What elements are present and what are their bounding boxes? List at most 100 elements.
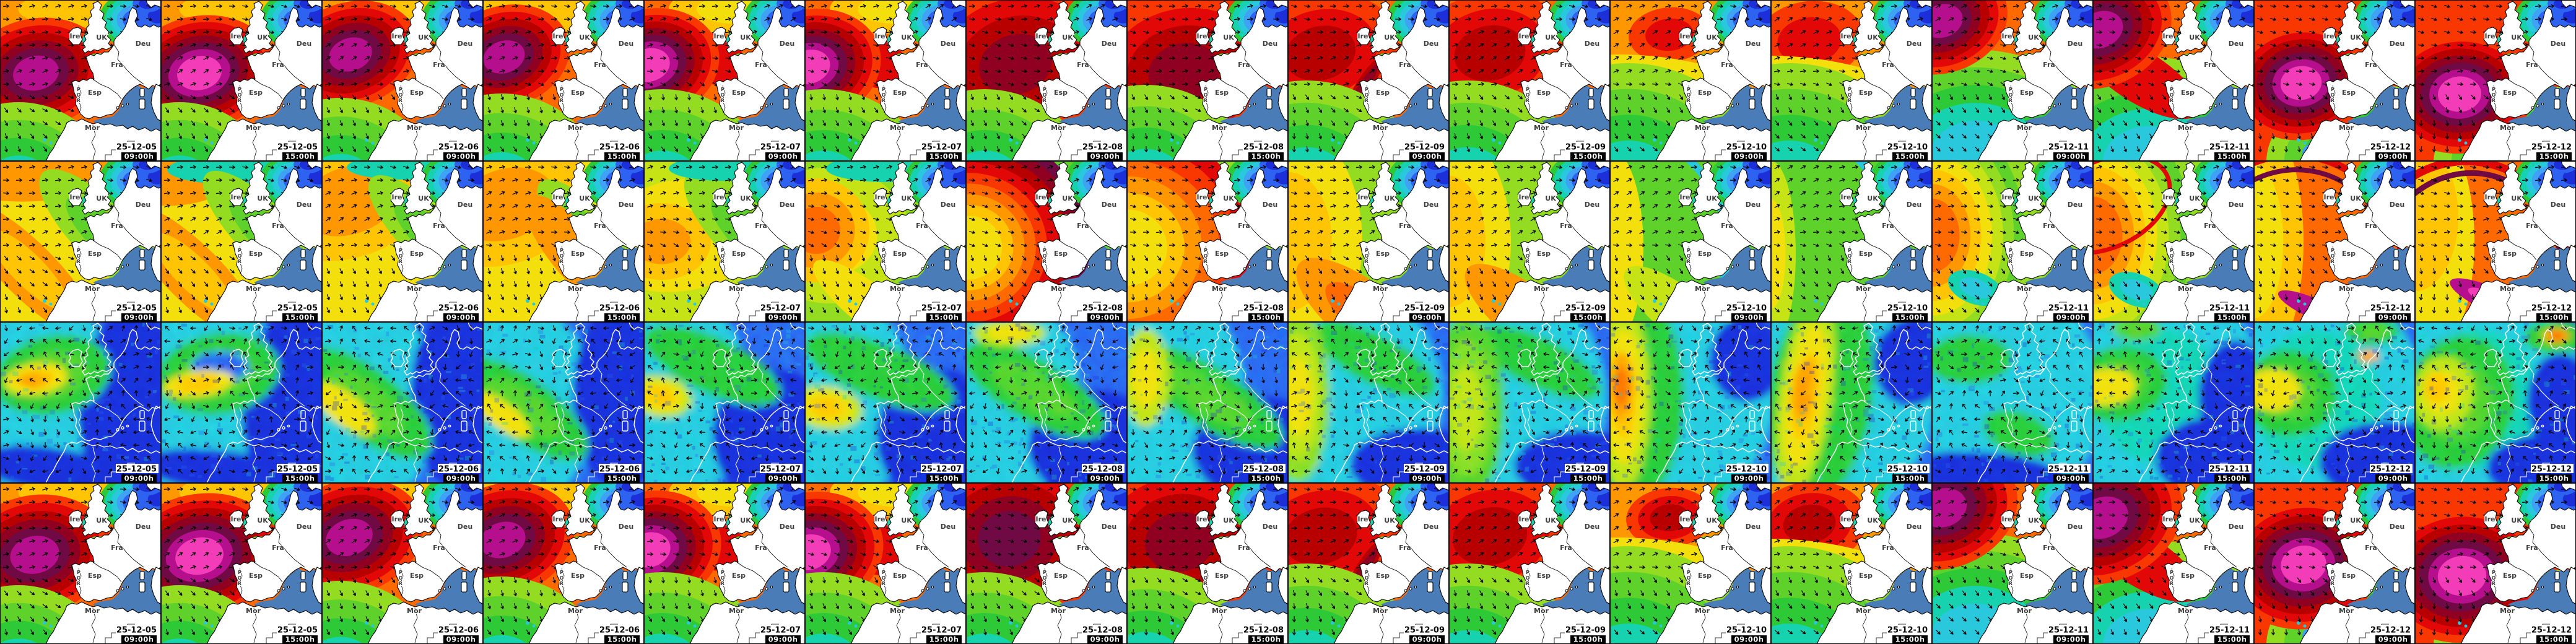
map-tile-swell-map-col12[interactable]: 25-12-11 09:00h bbox=[1932, 483, 2093, 644]
map-tile-wave-period-map-col3[interactable]: 25-12-06 15:00h bbox=[483, 161, 644, 322]
map-tile-wave-height-map-col12[interactable]: 25-12-11 09:00h bbox=[1932, 0, 2093, 161]
map-tile-wave-period-map-col0[interactable]: 25-12-05 09:00h bbox=[0, 161, 161, 322]
date-label: 25-12-06 bbox=[438, 304, 479, 313]
map-tile-wave-height-map-col15[interactable]: 25-12-12 15:00h bbox=[2415, 0, 2576, 161]
date-label: 25-12-06 bbox=[599, 626, 640, 635]
map-tile-wave-height-map-col1[interactable]: 25-12-05 15:00h bbox=[161, 0, 322, 161]
map-tile-wave-height-map-col4[interactable]: 25-12-07 09:00h bbox=[644, 0, 805, 161]
map-tile-swell-map-col1[interactable]: 25-12-05 15:00h bbox=[161, 483, 322, 644]
map-tile-wind-map-col11[interactable]: 25-12-10 15:00h bbox=[1771, 322, 1932, 483]
map-tile-swell-map-col15[interactable]: 25-12-12 15:00h bbox=[2415, 483, 2576, 644]
map-tile-wave-height-map-col8[interactable]: 25-12-09 09:00h bbox=[1288, 0, 1449, 161]
map-tile-wave-period-map-col5[interactable]: 25-12-07 15:00h bbox=[805, 161, 966, 322]
time-label: 15:00h bbox=[1895, 313, 1925, 322]
map-tile-wave-height-map-col2[interactable]: 25-12-06 09:00h bbox=[322, 0, 483, 161]
wind-arrows-layer bbox=[2418, 325, 2567, 475]
map-tile-swell-map-col8[interactable]: 25-12-09 09:00h bbox=[1288, 483, 1449, 644]
map-tile-wave-period-map-col10[interactable]: 25-12-10 09:00h bbox=[1610, 161, 1771, 322]
map-tile-swell-map-col10[interactable]: 25-12-10 09:00h bbox=[1610, 483, 1771, 644]
map-tile-swell-map-col4[interactable]: 25-12-07 09:00h bbox=[644, 483, 805, 644]
time-box bbox=[2053, 474, 2089, 482]
date-label: 25-12-12 bbox=[2370, 304, 2411, 313]
map-tile-wave-period-map-col13[interactable]: 25-12-11 15:00h bbox=[2093, 161, 2254, 322]
map-tile-wave-height-map-col9[interactable]: 25-12-09 15:00h bbox=[1449, 0, 1610, 161]
map-tile-swell-map-col13[interactable]: 25-12-11 15:00h bbox=[2093, 483, 2254, 644]
map-tile-wind-map-col10[interactable]: 25-12-10 09:00h bbox=[1610, 322, 1771, 483]
map-tile-wind-map-col4[interactable]: 25-12-07 09:00h bbox=[644, 322, 805, 483]
map-tile-wind-map-col1[interactable]: 25-12-05 15:00h bbox=[161, 322, 322, 483]
time-label: 15:00h bbox=[607, 152, 637, 161]
time-label: 09:00h bbox=[768, 635, 798, 644]
map-tile-swell-map-col14[interactable]: 25-12-12 09:00h bbox=[2254, 483, 2415, 644]
map-tile-wind-map-col6[interactable]: 25-12-08 09:00h bbox=[966, 322, 1127, 483]
map-tile-wave-period-map-col7[interactable]: 25-12-08 15:00h bbox=[1127, 161, 1288, 322]
map-tile-swell-map-col2[interactable]: 25-12-06 09:00h bbox=[322, 483, 483, 644]
time-label: 09:00h bbox=[446, 474, 476, 483]
map-tile-wind-map-col12[interactable]: 25-12-11 09:00h bbox=[1932, 322, 2093, 483]
map-tile-wave-period-map-col14[interactable]: 25-12-12 09:00h bbox=[2254, 161, 2415, 322]
date-label: 25-12-10 bbox=[1726, 304, 1767, 313]
map-tile-wave-period-map-col11[interactable]: 25-12-10 15:00h bbox=[1771, 161, 1932, 322]
map-tile-wave-period-map-col1[interactable]: 25-12-05 15:00h bbox=[161, 161, 322, 322]
map-tile-wave-period-map-col4[interactable]: 25-12-07 09:00h bbox=[644, 161, 805, 322]
map-tile-swell-map-col3[interactable]: 25-12-06 15:00h bbox=[483, 483, 644, 644]
time-box bbox=[1409, 635, 1445, 643]
map-tile-wave-period-map-col15[interactable]: 25-12-12 15:00h bbox=[2415, 161, 2576, 322]
map-tile-swell-map-col9[interactable]: 25-12-09 15:00h bbox=[1449, 483, 1610, 644]
contour-field-layer bbox=[322, 0, 483, 161]
map-tile-wind-map-col5[interactable]: 25-12-07 15:00h bbox=[805, 322, 966, 483]
map-tile-wave-height-map-col10[interactable]: 25-12-10 09:00h bbox=[1610, 0, 1771, 161]
date-label: 25-12-12 bbox=[2370, 465, 2411, 474]
map-tile-wind-map-col9[interactable]: 25-12-09 15:00h bbox=[1449, 322, 1610, 483]
map-tile-swell-map-col5[interactable]: 25-12-07 15:00h bbox=[805, 483, 966, 644]
map-tile-wave-height-map-col5[interactable]: 25-12-07 15:00h bbox=[805, 0, 966, 161]
map-tile-wind-map-col8[interactable]: 25-12-09 09:00h bbox=[1288, 322, 1449, 483]
map-tile-wave-period-map-col2[interactable]: 25-12-06 09:00h bbox=[322, 161, 483, 322]
map-tile-wind-map-col0[interactable]: 25-12-05 09:00h bbox=[0, 322, 161, 483]
time-label: 09:00h bbox=[2056, 474, 2086, 483]
map-tile-wave-period-map-col9[interactable]: 25-12-09 15:00h bbox=[1449, 161, 1610, 322]
map-tile-wind-map-col3[interactable]: 25-12-06 15:00h bbox=[483, 322, 644, 483]
map-tile-wind-map-col13[interactable]: 25-12-11 15:00h bbox=[2093, 322, 2254, 483]
map-tile-swell-map-col0[interactable]: 25-12-05 09:00h bbox=[0, 483, 161, 644]
map-tile-wave-period-map-col12[interactable]: 25-12-11 09:00h bbox=[1932, 161, 2093, 322]
map-tile-wind-map-col15[interactable]: 25-12-12 15:00h bbox=[2415, 322, 2576, 483]
map-tile-wave-height-map-col7[interactable]: 25-12-08 15:00h bbox=[1127, 0, 1288, 161]
time-label: 09:00h bbox=[1734, 474, 1764, 483]
map-tile-wind-map-col2[interactable]: 25-12-06 09:00h bbox=[322, 322, 483, 483]
map-tile-wave-height-map-col6[interactable]: 25-12-08 09:00h bbox=[966, 0, 1127, 161]
map-tile-wave-height-map-col14[interactable]: 25-12-12 09:00h bbox=[2254, 0, 2415, 161]
date-label: 25-12-06 bbox=[438, 626, 479, 635]
map-tile-wave-height-map-col3[interactable]: 25-12-06 15:00h bbox=[483, 0, 644, 161]
time-label: 15:00h bbox=[1573, 152, 1603, 161]
map-tile-wave-period-map-col6[interactable]: 25-12-08 09:00h bbox=[966, 161, 1127, 322]
map-tile-swell-map-col7[interactable]: 25-12-08 15:00h bbox=[1127, 483, 1288, 644]
contour-field-layer bbox=[644, 483, 805, 644]
map-tile-wave-height-map-col13[interactable]: 25-12-11 15:00h bbox=[2093, 0, 2254, 161]
time-label: 09:00h bbox=[124, 635, 154, 644]
map-tile-wave-height-map-col11[interactable]: 25-12-10 15:00h bbox=[1771, 0, 1932, 161]
map-tile-swell-map-col11[interactable]: 25-12-10 15:00h bbox=[1771, 483, 1932, 644]
map-tile-swell-map-col6[interactable]: 25-12-08 09:00h bbox=[966, 483, 1127, 644]
date-label: 25-12-09 bbox=[1565, 304, 1606, 313]
map-tile-wave-height-map-col0[interactable]: 25-12-05 09:00h bbox=[0, 0, 161, 161]
map-tile-wind-map-col7[interactable]: 25-12-08 15:00h bbox=[1127, 322, 1288, 483]
time-box bbox=[2536, 152, 2572, 160]
map-tile-wind-map-col14[interactable]: 25-12-12 09:00h bbox=[2254, 322, 2415, 483]
map-tile-wave-period-map-col8[interactable]: 25-12-09 09:00h bbox=[1288, 161, 1449, 322]
date-label: 25-12-05 bbox=[116, 465, 157, 474]
